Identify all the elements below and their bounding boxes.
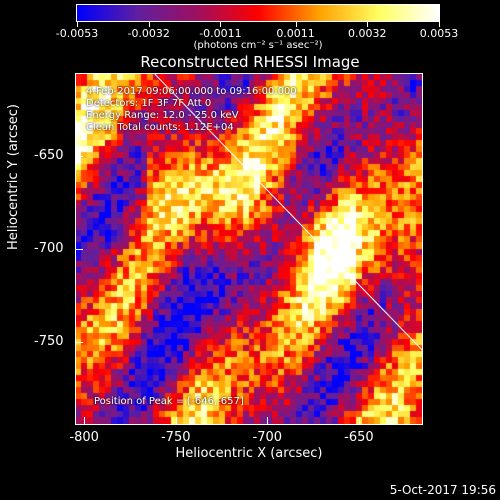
solar-limb-line — [154, 74, 422, 351]
colorbar-tick — [367, 22, 369, 27]
plot-title: Reconstructed RHESSI Image — [140, 53, 360, 71]
y-tick-mark — [75, 249, 83, 250]
y-tick-mark — [75, 156, 83, 158]
heatmap-image[interactable] — [76, 74, 422, 424]
x-tick-label: -700 — [252, 430, 283, 445]
y-tick-label: -750 — [34, 333, 64, 349]
y-axis-label: Heliocentric Y (arcsec) — [6, 104, 21, 250]
x-tick-mark — [358, 417, 360, 425]
colorbar-tick — [295, 22, 297, 27]
colorbar-tick-label: -0.0011 — [199, 27, 242, 40]
x-tick-mark — [267, 417, 269, 425]
info-energy-range: Energy Range: 12.0 - 25.0 keV — [86, 110, 239, 121]
info-detectors: Detectors: 1F 3F 7F Att 0 — [86, 98, 212, 109]
y-tick-label: -650 — [34, 148, 64, 164]
colorbar-tick-label: -0.0032 — [127, 27, 170, 40]
x-tick-mark — [175, 417, 177, 425]
info-clean-counts: Clean Total counts: 1.12E+04 — [86, 122, 234, 133]
colorbar — [76, 4, 440, 22]
info-peak-position: Position of Peak = [-646,-657] — [94, 396, 244, 407]
x-tick-label: -650 — [344, 430, 374, 445]
colorbar-tick — [220, 22, 222, 27]
y-tick-label: -700 — [34, 241, 64, 256]
x-tick-label: -800 — [69, 430, 99, 445]
colorbar-tick — [148, 22, 150, 27]
y-tick-mark — [75, 341, 83, 343]
colorbar-tick — [77, 22, 78, 27]
colorbar-tick-label: 0.0032 — [348, 27, 387, 40]
x-tick-label: -750 — [160, 430, 191, 445]
colorbar-tick-label: 0.0053 — [419, 27, 459, 40]
datestamp: 5-Oct-2017 19:56 — [389, 483, 496, 497]
limb-overlay — [154, 74, 422, 351]
colorbar-tick-label: 0.0011 — [276, 27, 315, 40]
colorbar-units: (photons cm⁻² s⁻¹ asec⁻²) — [193, 40, 323, 51]
info-time-range: 4-Feb-2017 09:06:00.000 to 09:16:00.000 — [86, 86, 297, 97]
colorbar-tick — [439, 22, 440, 27]
rhessi-image-plot[interactable]: 4-Feb-2017 09:06:00.000 to 09:16:00.000 … — [75, 73, 423, 425]
x-axis-label: Heliocentric X (arcsec) — [175, 446, 323, 461]
colorbar-tick-label: -0.0053 — [55, 27, 99, 40]
x-tick-mark — [84, 417, 86, 425]
